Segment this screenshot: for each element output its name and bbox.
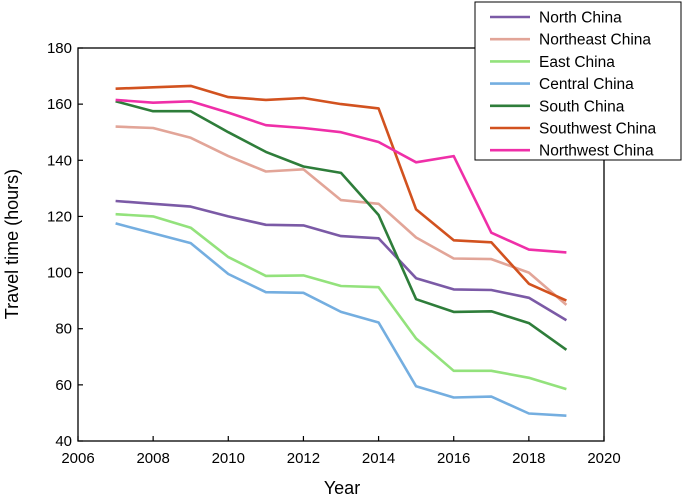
x-tick-label: 2010: [212, 450, 245, 467]
y-tick-label: 180: [47, 40, 72, 57]
x-tick-label: 2014: [362, 450, 395, 467]
legend-label-southwest-china: Southwest China: [539, 121, 657, 138]
ticks-layer: 2006 2008 2010 2012 2014 2016 2018 2020 40 60 80 10…: [47, 40, 621, 467]
legend-label-northeast-china: Northeast China: [539, 32, 651, 49]
series-line-north-china: [115, 199, 568, 322]
x-tick-label: 2008: [136, 450, 169, 467]
y-axis-title: Travel time (hours): [2, 169, 22, 319]
series-line-central-china: [115, 222, 567, 417]
x-tick-label: 2012: [287, 450, 320, 467]
legend: North China Northeast China East China Cent…: [474, 1, 682, 161]
legend-label-south-china: South China: [539, 98, 625, 115]
series-line-southwest-china: [115, 84, 567, 302]
x-tick-label: 2016: [437, 450, 470, 467]
legend-label-central-china: Central China: [539, 76, 634, 93]
y-tick-label: 120: [47, 208, 72, 225]
y-tick-label: 60: [55, 377, 72, 394]
x-tick-label: 2018: [512, 450, 545, 467]
plot-frame: [77, 47, 605, 442]
series-line-east-china: [115, 212, 567, 391]
y-tick-label: 80: [55, 321, 72, 338]
y-tick-label: 160: [47, 96, 72, 113]
series-layer: [115, 84, 568, 417]
x-tick-label: 2006: [61, 450, 94, 467]
y-tick-label: 100: [47, 265, 72, 282]
y-tick-label: 140: [47, 152, 72, 169]
x-axis-title: Year: [324, 478, 360, 498]
legend-label-north-china: North China: [539, 10, 622, 27]
y-tick-label: 40: [55, 433, 72, 450]
series-line-northwest-china: [115, 98, 567, 254]
x-tick-label: 2020: [587, 450, 620, 467]
legend-label-east-china: East China: [539, 54, 615, 71]
legend-box: [474, 1, 682, 161]
legend-label-northwest-china: Northwest China: [539, 143, 654, 160]
series-line-south-china: [115, 100, 568, 351]
series-line-northeast-china: [115, 125, 568, 306]
